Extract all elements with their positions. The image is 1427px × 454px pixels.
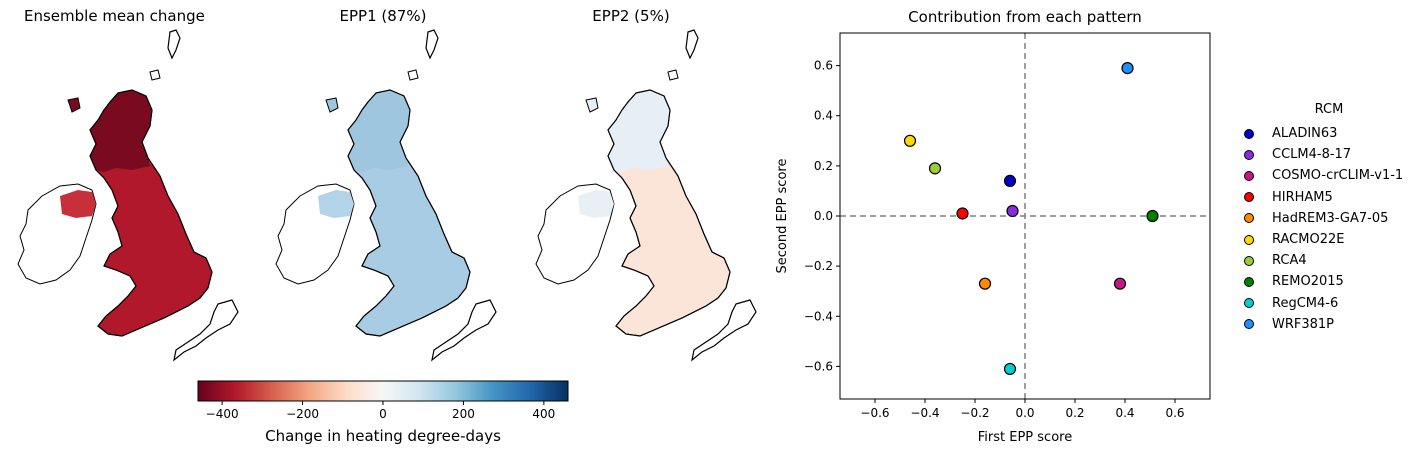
map-title-epp2: EPP2 (5%) [592, 7, 670, 25]
legend-item: ALADIN63 [1236, 123, 1404, 144]
legend-item: HIRHAM5 [1236, 187, 1404, 208]
legend-marker [1244, 149, 1254, 160]
coast-outline [691, 299, 757, 362]
hebrides-outline [325, 97, 339, 113]
point-cosmo-crclim-v1-1 [1113, 277, 1127, 290]
x-tick-label: −0.4 [910, 406, 939, 420]
point-hadrem3-ga7-05 [978, 277, 992, 290]
legend-item: REMO2015 [1236, 271, 1404, 292]
northern-ireland-fill [60, 190, 96, 218]
legend-marker [1244, 192, 1254, 203]
map-title-epp1: EPP1 (87%) [339, 7, 427, 25]
legend-label: RACMO22E [1272, 232, 1345, 248]
shetland-outline [167, 29, 181, 60]
map-0 [17, 29, 239, 362]
legend-marker [1244, 255, 1254, 266]
scotland-fill [608, 90, 670, 172]
legend-item: COSMO-crCLIM-v1-1 [1236, 165, 1404, 186]
x-tick-label: 0.0 [1015, 406, 1034, 420]
point-rca4 [928, 162, 942, 175]
y-axis-label: Second EPP score [775, 159, 790, 274]
legend-label: HIRHAM5 [1272, 189, 1333, 205]
legend-label: ALADIN63 [1272, 126, 1338, 142]
x-tick-label: 0.2 [1065, 406, 1084, 420]
x-tick-label: 0.4 [1115, 406, 1134, 420]
legend-label: HadREM3-GA7-05 [1272, 210, 1389, 226]
legend-label: RegCM4-6 [1272, 295, 1339, 311]
legend-item: WRF381P [1236, 314, 1404, 335]
legend-marker [1244, 298, 1254, 309]
colorbar-label: Change in heating degree-days [265, 427, 501, 445]
shetland-outline [685, 29, 699, 60]
legend-label: RCA4 [1272, 253, 1307, 269]
colorbar-tick-label: 400 [532, 407, 555, 421]
map-title-ensemble: Ensemble mean change [24, 7, 205, 25]
northern-ireland-fill [318, 190, 354, 218]
scotland-fill [90, 90, 152, 172]
colorbar-tick-label: 0 [379, 407, 387, 421]
legend-marker [1244, 319, 1254, 330]
point-racmo22e [903, 134, 917, 147]
hebrides-outline [585, 97, 599, 113]
x-axis-label: First EPP score [978, 430, 1072, 445]
legend-marker [1244, 234, 1254, 245]
point-aladin63 [1003, 174, 1017, 188]
legend-label: CCLM4-8-17 [1272, 147, 1352, 163]
y-tick-label: 0.2 [814, 159, 833, 173]
map-2 [535, 29, 757, 362]
colorbar-tick-label: −200 [286, 407, 319, 421]
legend-marker [1244, 128, 1254, 139]
y-tick-label: −0.6 [804, 359, 833, 373]
legend-item: RCA4 [1236, 250, 1404, 271]
great-britain-outline [607, 89, 731, 337]
point-wrf381p [1121, 61, 1134, 75]
y-tick-label: 0.6 [814, 59, 833, 73]
colorbar-tick-label: 200 [452, 407, 475, 421]
y-tick-label: −0.2 [804, 259, 833, 273]
colorbar-tick-label: −400 [206, 407, 239, 421]
uk-maps [17, 29, 757, 362]
legend-label: WRF381P [1272, 316, 1335, 332]
legend-item: CCLM4-8-17 [1236, 144, 1404, 165]
great-britain-outline [89, 89, 213, 337]
point-remo2015 [1146, 209, 1159, 223]
orkney-outline [667, 69, 679, 81]
chart-title: Contribution from each pattern [908, 8, 1142, 26]
y-tick-label: 0.0 [814, 209, 833, 223]
colorbar: −400 −200 0 200 400 [197, 380, 569, 421]
map-1 [275, 29, 497, 362]
legend-marker [1244, 213, 1254, 224]
legend-marker [1244, 170, 1254, 181]
legend-item: RegCM4-6 [1236, 293, 1404, 314]
orkney-outline [407, 69, 419, 81]
scotland-fill [348, 90, 410, 172]
legend-item: RACMO22E [1236, 229, 1404, 250]
colorbar-gradient [197, 380, 569, 402]
x-tick-label: −0.6 [860, 406, 889, 420]
point-hirham5 [956, 207, 969, 220]
great-britain-outline [347, 89, 471, 337]
coast-outline [173, 299, 239, 362]
plot-frame [839, 32, 1211, 400]
legend-title: RCM [1314, 102, 1344, 117]
x-tick-label: 0.6 [1165, 406, 1184, 420]
coast-outline [431, 299, 497, 362]
legend: RCM ALADIN63 CCLM4-8-17 COSMO-crCLIM-v1-1 H… [1236, 102, 1404, 335]
orkney-outline [149, 69, 161, 81]
x-tick-label: −0.2 [960, 406, 989, 420]
legend-item: HadREM3-GA7-05 [1236, 208, 1404, 229]
point-cclm4-8-17 [1006, 204, 1019, 218]
northern-ireland-fill [578, 190, 614, 218]
legend-label: COSMO-crCLIM-v1-1 [1272, 168, 1404, 184]
point-regcm4-6 [1003, 362, 1017, 376]
legend-label: REMO2015 [1272, 274, 1344, 290]
legend-marker [1244, 276, 1254, 287]
y-tick-label: −0.4 [804, 309, 833, 323]
shetland-outline [425, 29, 439, 60]
hebrides-outline [67, 97, 81, 113]
y-tick-label: 0.4 [814, 109, 833, 123]
